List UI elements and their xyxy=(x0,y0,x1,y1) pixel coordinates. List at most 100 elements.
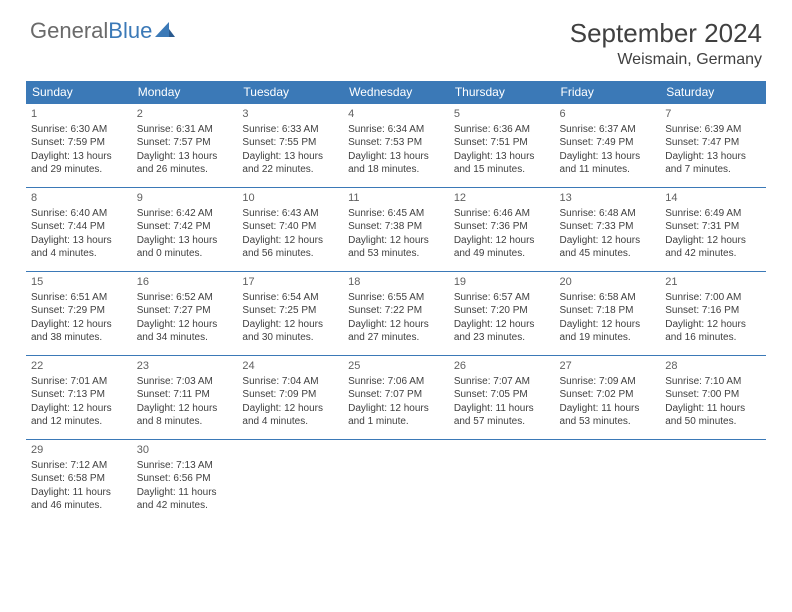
cell-ss: Sunset: 7:02 PM xyxy=(560,388,656,402)
cell-d1: Daylight: 12 hours xyxy=(348,318,444,332)
day-number: 26 xyxy=(454,359,550,374)
day-cell: 11Sunrise: 6:45 AMSunset: 7:38 PMDayligh… xyxy=(343,188,449,272)
cell-sr: Sunrise: 6:45 AM xyxy=(348,207,444,221)
cell-sr: Sunrise: 6:36 AM xyxy=(454,123,550,137)
cell-d1: Daylight: 13 hours xyxy=(137,150,233,164)
day-cell: 27Sunrise: 7:09 AMSunset: 7:02 PMDayligh… xyxy=(555,356,661,440)
cell-d2: and 27 minutes. xyxy=(348,331,444,345)
cell-d1: Daylight: 13 hours xyxy=(348,150,444,164)
cell-ss: Sunset: 7:25 PM xyxy=(242,304,338,318)
cell-sr: Sunrise: 6:54 AM xyxy=(242,291,338,305)
day-number: 11 xyxy=(348,191,444,206)
cell-sr: Sunrise: 7:12 AM xyxy=(31,459,127,473)
day-cell: 10Sunrise: 6:43 AMSunset: 7:40 PMDayligh… xyxy=(237,188,343,272)
cell-ss: Sunset: 7:00 PM xyxy=(665,388,761,402)
cell-d1: Daylight: 13 hours xyxy=(31,150,127,164)
logo-sail-icon xyxy=(154,18,176,44)
cell-d2: and 22 minutes. xyxy=(242,163,338,177)
week-row: 8Sunrise: 6:40 AMSunset: 7:44 PMDaylight… xyxy=(26,188,766,272)
cell-d2: and 16 minutes. xyxy=(665,331,761,345)
title-block: September 2024 Weismain, Germany xyxy=(570,18,762,69)
cell-d2: and 26 minutes. xyxy=(137,163,233,177)
cell-d1: Daylight: 12 hours xyxy=(137,402,233,416)
day-cell: 18Sunrise: 6:55 AMSunset: 7:22 PMDayligh… xyxy=(343,272,449,356)
cell-sr: Sunrise: 7:03 AM xyxy=(137,375,233,389)
cell-d1: Daylight: 12 hours xyxy=(560,318,656,332)
day-number: 9 xyxy=(137,191,233,206)
cell-sr: Sunrise: 6:37 AM xyxy=(560,123,656,137)
dayhdr-fri: Friday xyxy=(555,81,661,104)
cell-d2: and 46 minutes. xyxy=(31,499,127,513)
cell-sr: Sunrise: 7:06 AM xyxy=(348,375,444,389)
day-number: 23 xyxy=(137,359,233,374)
cell-ss: Sunset: 7:53 PM xyxy=(348,136,444,150)
dayhdr-tue: Tuesday xyxy=(237,81,343,104)
day-cell: 8Sunrise: 6:40 AMSunset: 7:44 PMDaylight… xyxy=(26,188,132,272)
cell-ss: Sunset: 7:47 PM xyxy=(665,136,761,150)
cell-d2: and 18 minutes. xyxy=(348,163,444,177)
cell-sr: Sunrise: 6:58 AM xyxy=(560,291,656,305)
cell-ss: Sunset: 7:11 PM xyxy=(137,388,233,402)
cell-ss: Sunset: 7:18 PM xyxy=(560,304,656,318)
week-row: 22Sunrise: 7:01 AMSunset: 7:13 PMDayligh… xyxy=(26,356,766,440)
cell-ss: Sunset: 7:07 PM xyxy=(348,388,444,402)
day-number: 3 xyxy=(242,107,338,122)
day-cell xyxy=(237,440,343,524)
cell-ss: Sunset: 7:27 PM xyxy=(137,304,233,318)
day-cell: 24Sunrise: 7:04 AMSunset: 7:09 PMDayligh… xyxy=(237,356,343,440)
cell-ss: Sunset: 7:33 PM xyxy=(560,220,656,234)
cell-sr: Sunrise: 6:43 AM xyxy=(242,207,338,221)
day-cell: 19Sunrise: 6:57 AMSunset: 7:20 PMDayligh… xyxy=(449,272,555,356)
cell-sr: Sunrise: 6:40 AM xyxy=(31,207,127,221)
day-number: 4 xyxy=(348,107,444,122)
day-number: 2 xyxy=(137,107,233,122)
cell-ss: Sunset: 7:40 PM xyxy=(242,220,338,234)
cell-sr: Sunrise: 6:52 AM xyxy=(137,291,233,305)
day-number: 29 xyxy=(31,443,127,458)
week-row: 29Sunrise: 7:12 AMSunset: 6:58 PMDayligh… xyxy=(26,440,766,524)
day-cell: 29Sunrise: 7:12 AMSunset: 6:58 PMDayligh… xyxy=(26,440,132,524)
cell-d1: Daylight: 12 hours xyxy=(31,402,127,416)
cell-sr: Sunrise: 6:49 AM xyxy=(665,207,761,221)
cell-d1: Daylight: 12 hours xyxy=(454,318,550,332)
day-cell: 17Sunrise: 6:54 AMSunset: 7:25 PMDayligh… xyxy=(237,272,343,356)
cell-d1: Daylight: 11 hours xyxy=(454,402,550,416)
day-cell xyxy=(343,440,449,524)
cell-ss: Sunset: 7:29 PM xyxy=(31,304,127,318)
brand-part1: General xyxy=(30,18,108,44)
day-cell xyxy=(660,440,766,524)
day-number: 14 xyxy=(665,191,761,206)
cell-ss: Sunset: 7:36 PM xyxy=(454,220,550,234)
cell-d1: Daylight: 12 hours xyxy=(665,234,761,248)
day-cell: 23Sunrise: 7:03 AMSunset: 7:11 PMDayligh… xyxy=(132,356,238,440)
cell-d1: Daylight: 12 hours xyxy=(348,234,444,248)
cell-sr: Sunrise: 6:33 AM xyxy=(242,123,338,137)
brand-part2: Blue xyxy=(108,18,152,44)
cell-d2: and 0 minutes. xyxy=(137,247,233,261)
day-number: 5 xyxy=(454,107,550,122)
day-cell: 12Sunrise: 6:46 AMSunset: 7:36 PMDayligh… xyxy=(449,188,555,272)
cell-ss: Sunset: 7:55 PM xyxy=(242,136,338,150)
day-number: 21 xyxy=(665,275,761,290)
week-row: 1Sunrise: 6:30 AMSunset: 7:59 PMDaylight… xyxy=(26,104,766,188)
cell-d2: and 29 minutes. xyxy=(31,163,127,177)
calendar-table: Sunday Monday Tuesday Wednesday Thursday… xyxy=(26,81,766,524)
day-cell: 5Sunrise: 6:36 AMSunset: 7:51 PMDaylight… xyxy=(449,104,555,188)
day-cell: 14Sunrise: 6:49 AMSunset: 7:31 PMDayligh… xyxy=(660,188,766,272)
cell-sr: Sunrise: 6:46 AM xyxy=(454,207,550,221)
cell-d2: and 8 minutes. xyxy=(137,415,233,429)
day-cell: 1Sunrise: 6:30 AMSunset: 7:59 PMDaylight… xyxy=(26,104,132,188)
day-cell: 3Sunrise: 6:33 AMSunset: 7:55 PMDaylight… xyxy=(237,104,343,188)
day-number: 6 xyxy=(560,107,656,122)
cell-sr: Sunrise: 6:30 AM xyxy=(31,123,127,137)
cell-ss: Sunset: 7:38 PM xyxy=(348,220,444,234)
cell-ss: Sunset: 7:44 PM xyxy=(31,220,127,234)
day-cell: 22Sunrise: 7:01 AMSunset: 7:13 PMDayligh… xyxy=(26,356,132,440)
cell-d2: and 11 minutes. xyxy=(560,163,656,177)
cell-ss: Sunset: 7:20 PM xyxy=(454,304,550,318)
day-number: 17 xyxy=(242,275,338,290)
cell-sr: Sunrise: 7:00 AM xyxy=(665,291,761,305)
cell-d2: and 56 minutes. xyxy=(242,247,338,261)
cell-d2: and 1 minute. xyxy=(348,415,444,429)
day-cell: 13Sunrise: 6:48 AMSunset: 7:33 PMDayligh… xyxy=(555,188,661,272)
